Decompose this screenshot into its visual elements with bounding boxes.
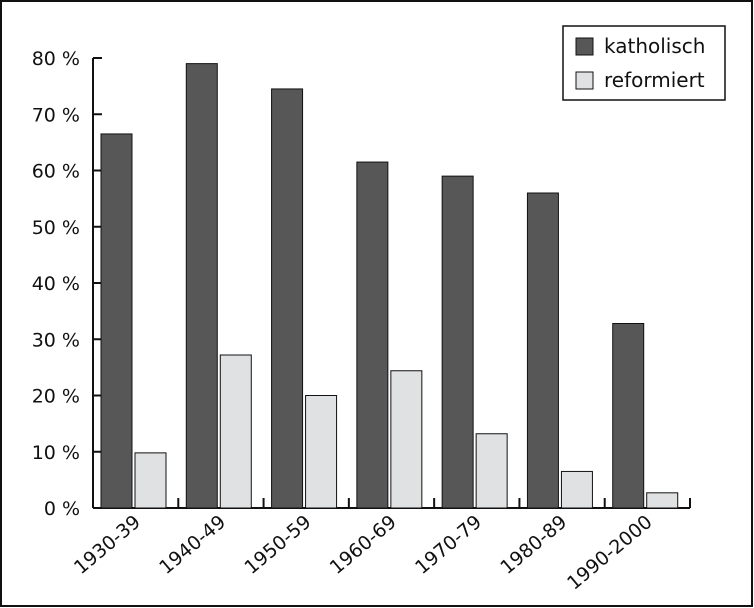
y-tick-label: 70 % [32,104,80,126]
y-tick-label: 20 % [32,386,80,408]
bar-reformiert-1990-2000 [646,492,679,509]
y-tick-label: 80 % [32,48,80,70]
y-tick-label: 30 % [32,329,80,351]
bar-katholisch-1990-2000 [612,323,645,509]
legend: katholisch reformiert [562,25,726,101]
bar-reformiert-1930-39 [134,452,167,509]
legend-swatch-reformiert [575,71,594,90]
y-tick-label: 60 % [32,161,80,183]
bars [100,63,679,509]
y-tick-label: 50 % [32,217,80,239]
legend-label-reformiert: reformiert [604,68,705,92]
legend-label-katholisch: katholisch [604,34,705,58]
bar-katholisch-1930-39 [100,133,133,509]
bar-reformiert-1970-79 [475,433,508,509]
y-tick-label: 0 % [44,498,80,520]
bar-reformiert-1960-69 [390,370,423,509]
legend-swatch-katholisch [575,37,594,56]
bar-katholisch-1960-69 [356,161,389,509]
bar-katholisch-1950-59 [271,88,304,509]
y-tick-label: 40 % [32,273,80,295]
bar-katholisch-1940-49 [185,63,218,509]
bar-katholisch-1970-79 [441,175,474,509]
bar-katholisch-1980-89 [526,192,559,509]
bar-reformiert-1980-89 [560,470,593,509]
bar-reformiert-1950-59 [305,395,338,509]
y-tick-label: 10 % [32,442,80,464]
bar-reformiert-1940-49 [219,354,252,509]
y-axis: 0 % 10 % 20 % 30 % 40 % 50 % 60 % 70 % 80 % [32,48,102,520]
